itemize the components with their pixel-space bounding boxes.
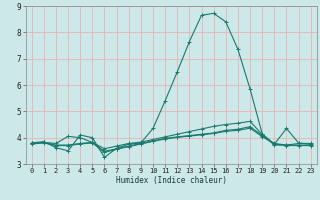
X-axis label: Humidex (Indice chaleur): Humidex (Indice chaleur) <box>116 176 227 185</box>
